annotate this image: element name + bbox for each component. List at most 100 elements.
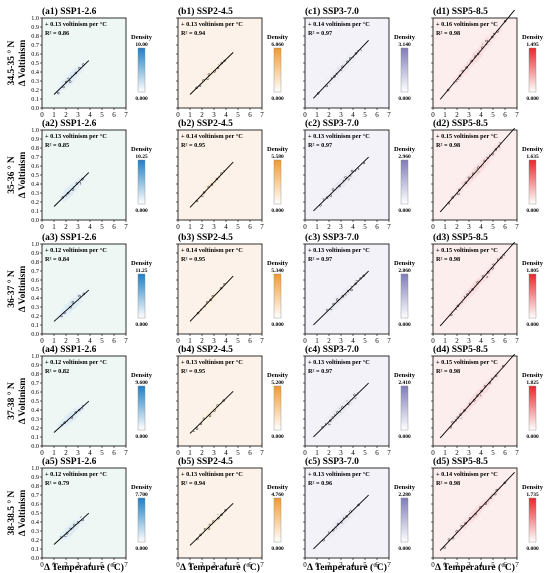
- colorbar-min: 0.000: [398, 546, 411, 552]
- density-point: [441, 544, 448, 551]
- y-tick-label: 0.3: [31, 416, 39, 423]
- row-label-lat: 35-36 ° N: [6, 156, 17, 194]
- y-tick-label: 0.4: [31, 519, 39, 526]
- y-tick-label: 0.6: [31, 51, 39, 58]
- panel-title: (b4) SSP2-4.5: [178, 344, 233, 355]
- colorbar: [400, 47, 409, 93]
- slope-annotation: + 0.13 voltinism per °C: [45, 21, 107, 28]
- fit-line: [313, 494, 369, 550]
- x-tick-label: 7: [124, 111, 128, 119]
- x-tick-label: 2: [200, 561, 204, 569]
- colorbar-min: 0.000: [398, 208, 411, 214]
- panel: (b1) SSP2-4.5 + 0.13 voltinism per °C R² =…: [176, 6, 289, 119]
- x-tick-label: 7: [387, 111, 391, 119]
- panel: (c2) SSP3-7.0 + 0.13 voltinism per °C R² =…: [303, 118, 416, 231]
- x-tick-label: 3: [212, 111, 216, 119]
- colorbar-title: Density: [131, 260, 153, 267]
- x-tick-label: 6: [375, 561, 379, 569]
- colorbar-title: Density: [522, 146, 544, 153]
- r2-annotation: R² = 0.97: [308, 256, 332, 263]
- colorbar-max: 5.340: [271, 268, 284, 274]
- fit-line: [439, 241, 515, 327]
- slope-annotation: + 0.13 voltinism per °C: [181, 359, 243, 366]
- x-tick-label: 5: [491, 337, 495, 345]
- density-point: [348, 286, 355, 294]
- density-point: [479, 44, 486, 51]
- x-tick-label: 1: [443, 449, 447, 457]
- panel-title: (c3) SSP3-7.0: [305, 232, 359, 243]
- x-axis-label: Δ Temperature (°C): [180, 562, 260, 573]
- x-tick-label: 7: [260, 449, 264, 457]
- slope-annotation: + 0.12 voltinism per °C: [45, 471, 107, 478]
- data-point: [350, 288, 353, 292]
- data-point: [202, 191, 206, 194]
- panel: (d4) SSP5-8.5 + 0.15 voltinism per °C R² =…: [431, 344, 544, 457]
- panel: (b4) SSP2-4.5 + 0.13 voltinism per °C R² =…: [176, 344, 289, 457]
- data-point: [471, 288, 474, 291]
- x-axis-label: Δ Temperature (°C): [435, 562, 515, 573]
- r2-annotation: R² = 0.96: [308, 480, 332, 487]
- x-axis-label: Δ Temperature (°C): [44, 562, 124, 573]
- fit-line: [53, 60, 90, 95]
- x-tick-label: 1: [315, 111, 319, 119]
- x-tick-label: 5: [100, 449, 104, 457]
- colorbar-min: 0.000: [135, 546, 148, 552]
- r2-annotation: R² = 0.98: [436, 30, 460, 37]
- y-tick-label: 0.2: [31, 313, 39, 320]
- x-tick-label: 4: [479, 561, 483, 569]
- panel: (b3) SSP2-4.5 + 0.14 voltinism per °C R² =…: [176, 232, 289, 345]
- colorbar-min: 0.000: [398, 322, 411, 328]
- y-tick-label: 0.0: [31, 105, 39, 112]
- data-point: [503, 481, 507, 485]
- x-tick-label: 2: [64, 337, 68, 345]
- x-tick-label: 7: [124, 449, 128, 457]
- panel-title: (b2) SSP2-4.5: [178, 118, 233, 129]
- fit-line: [313, 40, 369, 99]
- colorbar: [528, 497, 537, 543]
- colorbar: [137, 497, 146, 543]
- slope-annotation: + 0.15 voltinism per °C: [436, 359, 498, 366]
- x-tick-label: 5: [363, 449, 367, 457]
- data-point: [71, 301, 75, 304]
- colorbar: [528, 385, 537, 431]
- x-tick-label: 0: [431, 337, 435, 345]
- x-tick-label: 3: [212, 561, 216, 569]
- panel: (b5) SSP2-4.5 + 0.13 voltinism per °C R² =…: [176, 456, 289, 569]
- data-point: [451, 196, 454, 199]
- data-point: [196, 311, 200, 315]
- colorbar-min: 0.000: [526, 546, 539, 552]
- y-tick-label: 0.1: [31, 434, 39, 441]
- density-point: [334, 296, 341, 303]
- density-point: [445, 199, 453, 207]
- r2-annotation: R² = 0.95: [181, 368, 205, 375]
- density-point: [348, 167, 356, 175]
- x-tick-label: 6: [112, 337, 116, 345]
- fit-line: [53, 172, 90, 207]
- colorbar: [273, 385, 282, 431]
- density-point: [459, 67, 466, 75]
- x-tick-label: 1: [315, 449, 319, 457]
- r2-annotation: R² = 0.85: [45, 142, 69, 149]
- colorbar: [273, 497, 282, 543]
- data-point: [335, 298, 339, 301]
- x-tick-label: 3: [467, 223, 471, 231]
- r2-annotation: R² = 0.97: [308, 30, 332, 37]
- density-point: [339, 63, 346, 71]
- colorbar-min: 0.000: [271, 96, 284, 102]
- slope-annotation: + 0.13 voltinism per °C: [308, 359, 370, 366]
- data-point: [480, 389, 483, 393]
- colorbar-max: 1.805: [526, 268, 539, 274]
- slope-annotation: + 0.12 voltinism per °C: [45, 247, 107, 254]
- colorbar-max: 1.495: [526, 42, 539, 48]
- x-tick-label: 7: [387, 223, 391, 231]
- x-tick-label: 0: [176, 449, 180, 457]
- density-point: [76, 64, 83, 72]
- x-tick-label: 5: [363, 337, 367, 345]
- colorbar-min: 0.000: [135, 322, 148, 328]
- data-point: [357, 503, 360, 507]
- y-tick-label: 0.2: [31, 87, 39, 94]
- y-tick-label: 0.7: [31, 268, 39, 275]
- colorbar: [273, 273, 282, 319]
- x-tick-label: 0: [431, 223, 435, 231]
